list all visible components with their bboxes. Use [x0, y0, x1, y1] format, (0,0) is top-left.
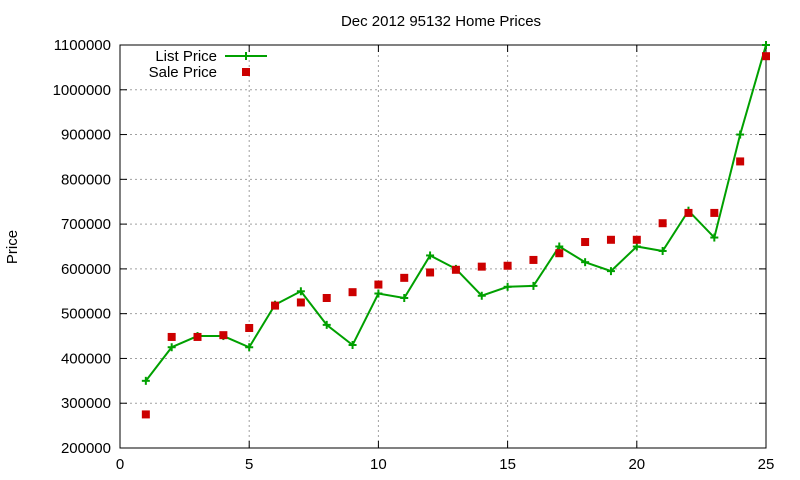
x-tick-label: 5 — [245, 456, 253, 473]
y-tick-label: 900000 — [61, 127, 111, 144]
list-price-point — [322, 320, 331, 329]
sale-price-point — [581, 238, 590, 247]
y-tick-label: 1000000 — [53, 82, 111, 99]
list-price-point — [426, 251, 435, 260]
list-price-point — [658, 246, 667, 255]
legend-swatch-marker — [242, 68, 250, 76]
sale-price-point — [245, 323, 254, 332]
list-price-point — [245, 343, 254, 352]
y-tick-label: 600000 — [61, 261, 111, 278]
legend-swatch-marker — [242, 52, 250, 60]
sale-price-point — [684, 208, 693, 217]
list-price-point — [632, 242, 641, 251]
sale-price-point — [374, 280, 383, 289]
sale-price-point — [658, 219, 667, 228]
sale-price-point — [141, 410, 150, 419]
list-price-point — [529, 281, 538, 290]
list-price-point — [555, 242, 564, 251]
sale-price-point — [529, 255, 538, 264]
sale-price-point — [426, 268, 435, 277]
sale-price-point — [736, 157, 745, 166]
list-price-point — [606, 267, 615, 276]
list-price-point — [374, 289, 383, 298]
y-tick-label: 800000 — [61, 171, 111, 188]
list-price-line — [145, 44, 767, 382]
chart-title: Dec 2012 95132 Home Prices — [341, 13, 541, 30]
y-tick-label: 700000 — [61, 216, 111, 233]
list-price-point — [477, 291, 486, 300]
plot-frame — [119, 44, 767, 449]
x-tick-label: 0 — [116, 456, 124, 473]
legend-label-list-price: List Price — [155, 48, 217, 65]
sale-price-point — [271, 301, 280, 310]
sale-price-point — [193, 332, 202, 341]
series-layer — [141, 41, 770, 419]
x-tick-label: 20 — [628, 456, 645, 473]
list-price-point — [296, 287, 305, 296]
sale-price-point — [322, 293, 331, 302]
y-tick-label: 500000 — [61, 306, 111, 323]
list-price-point — [141, 376, 150, 385]
sale-price-point — [400, 273, 409, 282]
sale-price-point — [167, 332, 176, 341]
sale-price-point — [606, 235, 615, 244]
legend-label-sale-price: Sale Price — [149, 64, 217, 81]
y-tick-label: 200000 — [61, 440, 111, 457]
list-price-point — [167, 343, 176, 352]
sale-price-point — [451, 265, 460, 274]
y-tick-label: 300000 — [61, 395, 111, 412]
sale-price-point — [632, 235, 641, 244]
list-price-point — [710, 233, 719, 242]
list-price-point — [736, 130, 745, 139]
y-tick-label: 400000 — [61, 350, 111, 367]
sale-price-point — [296, 298, 305, 307]
list-price-point — [581, 258, 590, 267]
list-price-point — [400, 293, 409, 302]
list-price-point — [762, 41, 770, 49]
x-tick-label: 10 — [370, 456, 387, 473]
sale-price-point — [503, 261, 512, 270]
y-tick-label: 1100000 — [54, 37, 111, 54]
x-tick-label: 15 — [499, 456, 516, 473]
sale-price-point — [477, 262, 486, 271]
sale-price-point — [348, 288, 357, 297]
x-tick-label: 25 — [758, 456, 775, 473]
list-price-point — [503, 282, 512, 291]
sale-price-point — [762, 52, 770, 61]
sale-price-point — [710, 208, 719, 217]
sale-price-point — [555, 249, 564, 258]
y-axis-label: Price — [4, 230, 21, 264]
list-price-point — [348, 341, 357, 350]
axis-ticks: 0 5 10 15 20 25 200000 300000 400000 500000 600000… — [53, 37, 775, 473]
sale-price-point — [219, 331, 228, 340]
grid — [120, 45, 766, 448]
